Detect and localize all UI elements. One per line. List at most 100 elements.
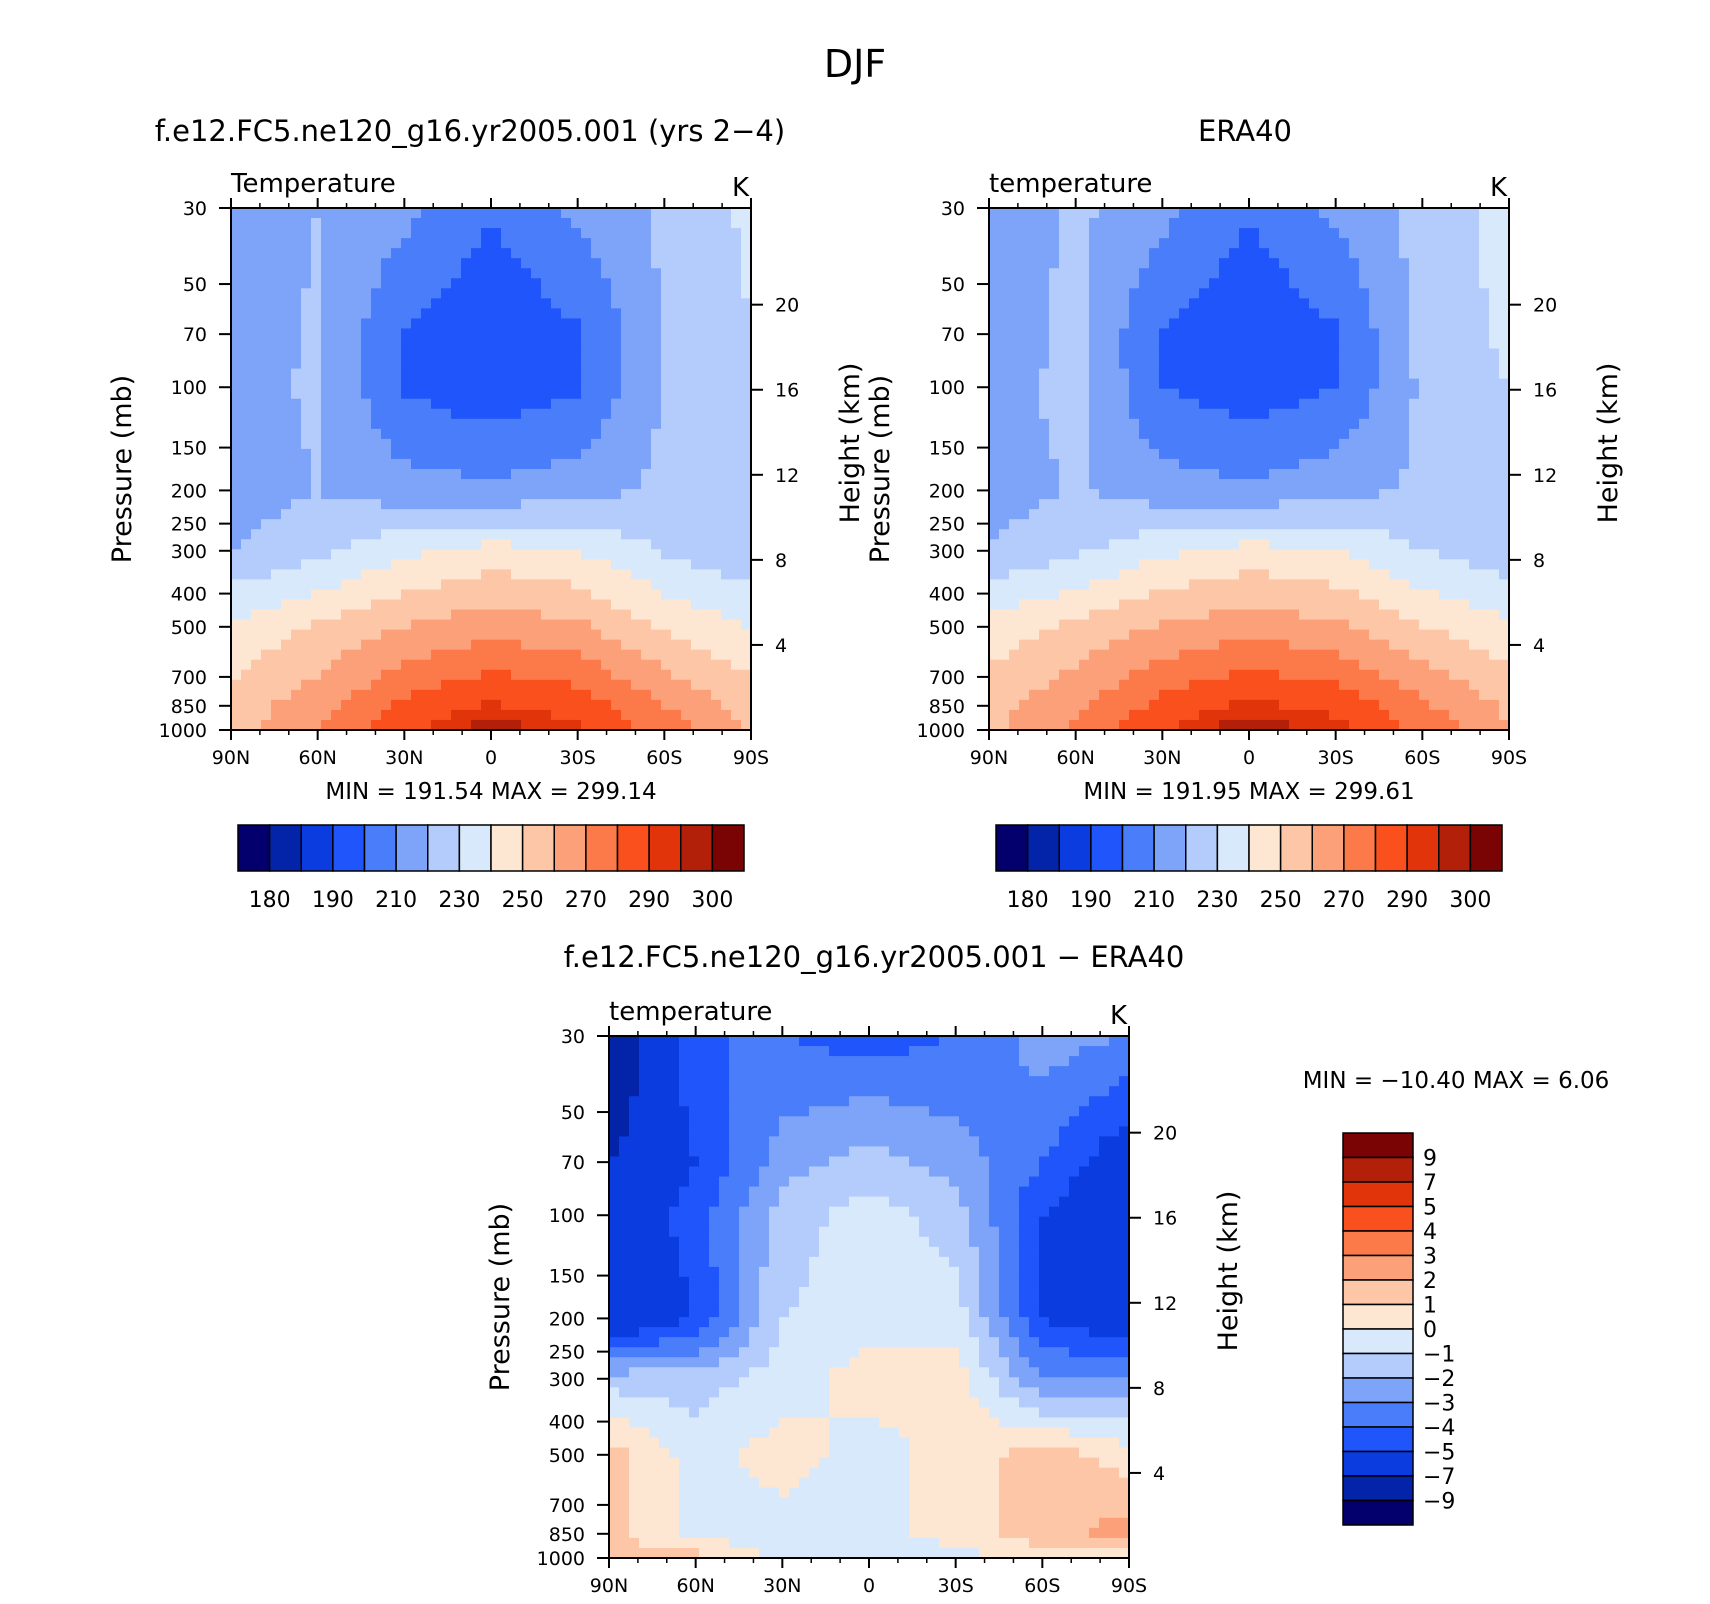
contour-cell [401,419,412,430]
contour-cell [611,589,622,600]
contour-cell [721,288,732,299]
contour-cell [271,479,282,490]
contour-cell [1159,549,1170,560]
contour-cell [989,670,1000,681]
contour-cell [361,650,372,661]
contour-cell [1309,569,1320,580]
contour-cell [421,650,432,661]
contour-cell [591,379,602,390]
contour-cell [461,449,472,460]
contour-cell [501,238,512,249]
contour-cell [711,559,722,570]
contour-cell [1259,620,1270,631]
contour-cell [1179,409,1190,420]
contour-cell [1349,479,1360,490]
contour-cell [241,600,252,611]
contour-cell [1149,610,1160,621]
contour-cell [241,449,252,460]
min-max-text: MIN = 191.54 MAX = 299.14 [325,779,656,805]
contour-cell [1019,690,1030,701]
contour-cell [631,489,642,500]
contour-cell [661,610,672,621]
contour-cell [1259,529,1270,540]
contour-cell [1209,610,1220,621]
contour-cell [1049,399,1060,410]
contour-cell [1359,559,1370,570]
contour-cell [601,579,612,590]
contour-cell [989,589,1000,600]
contour-cell [591,469,602,480]
contour-cell [491,459,502,470]
contour-cell [1099,248,1110,259]
contour-cell [1129,288,1140,299]
contour-cell [231,218,242,229]
contour-cell [711,409,722,420]
contour-cell [351,288,362,299]
contour-cell [1389,539,1400,550]
contour-cell [701,268,712,279]
contour-cell [1059,268,1070,279]
contour-cell [1029,429,1040,440]
contour-cell [271,710,282,721]
contour-cell [1219,308,1230,319]
contour-cell [331,339,342,350]
colorbar-label: 250 [502,888,544,913]
contour-cell [681,509,692,520]
contour-cell [361,339,372,350]
contour-cell [1289,258,1300,269]
contour-cell [281,489,292,500]
contour-cell [401,640,412,651]
contour-cell [701,328,712,339]
contour-cell [999,630,1010,641]
contour-cell [331,630,342,641]
contour-cell [581,589,592,600]
contour-cell [1339,469,1350,480]
contour-cell [411,549,422,560]
contour-cell [1059,620,1070,631]
contour-cell [1359,589,1370,600]
contour-cell [231,529,242,540]
contour-cell [621,288,632,299]
contour-cell [441,469,452,480]
contour-cell [681,600,692,611]
contour-cell [1259,238,1270,249]
contour-cell [1219,359,1230,370]
contour-cell [241,379,252,390]
contour-cell [351,278,362,289]
contour-cell [691,228,702,239]
contour-cell [1149,519,1160,530]
contour-cell [1189,630,1200,641]
contour-cell [241,519,252,530]
contour-cell [1209,469,1220,480]
contour-cell [1139,700,1150,711]
contour-cell [1019,519,1030,530]
contour-cell [531,640,542,651]
contour-cell [1179,419,1190,430]
contour-cell [1359,258,1370,269]
contour-cell [551,640,562,651]
contour-cell [731,519,742,530]
contour-cell [441,298,452,309]
contour-cell [271,328,282,339]
contour-cell [1099,439,1110,450]
contour-cell [1049,610,1060,621]
contour-cell [1089,419,1100,430]
contour-cell [1139,419,1150,430]
contour-cell [401,519,412,530]
contour-cell [661,298,672,309]
contour-cell [361,479,372,490]
contour-cell [671,459,682,470]
contour-cell [1339,379,1350,390]
contour-cell [601,529,612,540]
contour-cell [451,419,462,430]
contour-cell [1109,278,1120,289]
contour-cell [301,298,312,309]
contour-cell [231,660,242,671]
contour-cell [1079,610,1090,621]
contour-cell [1149,640,1160,651]
contour-cell [1379,640,1390,651]
contour-cell [1339,459,1350,470]
contour-cell [1199,519,1210,530]
contour-cell [571,519,582,530]
contour-cell [461,650,472,661]
